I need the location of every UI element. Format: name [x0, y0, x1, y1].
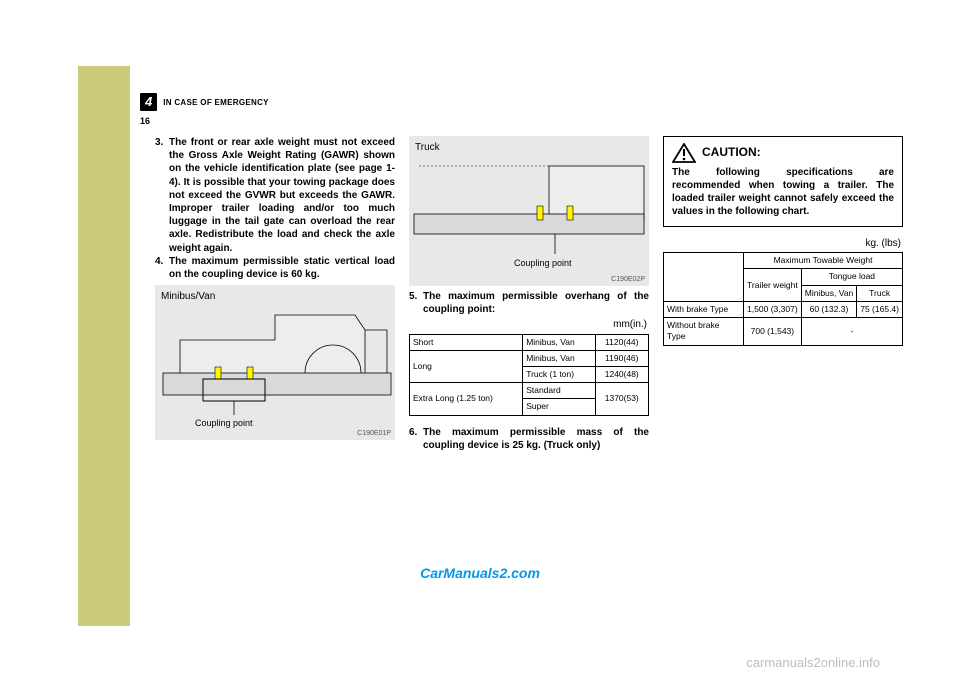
- cell: [664, 253, 744, 302]
- page-content: 4 IN CASE OF EMERGENCY 16 3. The front o…: [130, 66, 920, 626]
- item-text: The maximum permissible static vertical …: [169, 255, 395, 281]
- item-number: 6.: [409, 426, 423, 452]
- table-row: Extra Long (1.25 ton) Standard 1370(53): [410, 383, 649, 399]
- cell: Minibus, Van: [523, 334, 595, 350]
- cell: 75 (165.4): [857, 301, 903, 317]
- towable-weight-table: Maximum Towable Weight Trailer weight To…: [663, 252, 903, 345]
- cell: Long: [410, 350, 523, 382]
- footer-source: carmanuals2online.info: [746, 655, 880, 670]
- figure-title: Minibus/Van: [161, 290, 215, 303]
- cell: 60 (132.3): [801, 301, 857, 317]
- list-item: 5. The maximum permissible overhang of t…: [409, 290, 649, 316]
- coupling-diagram-icon: [155, 285, 395, 440]
- column-3: CAUTION: The following specifications ar…: [663, 136, 903, 452]
- cell: 1370(53): [595, 383, 648, 415]
- figure-title: Truck: [415, 141, 440, 154]
- warning-triangle-icon: [672, 143, 696, 163]
- cell: Without brake Type: [664, 318, 744, 345]
- figure-code: C190E02P: [611, 275, 645, 284]
- cell: Minibus, Van: [801, 285, 857, 301]
- cell: 1190(46): [595, 350, 648, 366]
- page-number: 16: [140, 116, 150, 126]
- columns: 3. The front or rear axle weight must no…: [155, 136, 905, 452]
- cell: Truck: [857, 285, 903, 301]
- cell: 1120(44): [595, 334, 648, 350]
- cell: Extra Long (1.25 ton): [410, 383, 523, 415]
- caution-box: CAUTION: The following specifications ar…: [663, 136, 903, 227]
- chapter-number: 4: [140, 93, 157, 111]
- figure-code: C190E01P: [357, 429, 391, 438]
- cell: Short: [410, 334, 523, 350]
- list-item: 4. The maximum permissible static vertic…: [155, 255, 395, 281]
- cell: Truck (1 ton): [523, 367, 595, 383]
- list-col1: 3. The front or rear axle weight must no…: [155, 136, 395, 281]
- cell: Tongue load: [801, 269, 902, 285]
- list-col2b: 6. The maximum permissible mass of the c…: [409, 426, 649, 452]
- item-text: The front or rear axle weight must not e…: [169, 136, 395, 255]
- column-1: 3. The front or rear axle weight must no…: [155, 136, 395, 452]
- page-frame: 4 IN CASE OF EMERGENCY 16 3. The front o…: [0, 0, 960, 678]
- cell: Minibus, Van: [523, 350, 595, 366]
- table-row: Short Minibus, Van 1120(44): [410, 334, 649, 350]
- figure-minibus-van: Minibus/Van: [155, 285, 395, 440]
- cell: Maximum Towable Weight: [744, 253, 903, 269]
- caution-body: The following specifications are recomme…: [672, 166, 894, 218]
- unit-label: kg. (lbs): [663, 237, 901, 250]
- chapter-title: IN CASE OF EMERGENCY: [163, 98, 269, 107]
- cell: 1,500 (3,307): [744, 301, 802, 317]
- cell: 700 (1,543): [744, 318, 802, 345]
- chapter-header: 4 IN CASE OF EMERGENCY: [140, 92, 269, 112]
- figure-truck: Truck Coupling point C190E02: [409, 136, 649, 286]
- table-row: Long Minibus, Van 1190(46): [410, 350, 649, 366]
- table-row: With brake Type 1,500 (3,307) 60 (132.3)…: [664, 301, 903, 317]
- table-row: Maximum Towable Weight: [664, 253, 903, 269]
- overhang-table: Short Minibus, Van 1120(44) Long Minibus…: [409, 334, 649, 416]
- cell: Trailer weight: [744, 269, 802, 301]
- left-olive-band: [78, 66, 130, 626]
- list-col2a: 5. The maximum permissible overhang of t…: [409, 290, 649, 316]
- caution-heading: CAUTION:: [672, 143, 894, 163]
- list-item: 6. The maximum permissible mass of the c…: [409, 426, 649, 452]
- column-2: Truck Coupling point C190E02: [409, 136, 649, 452]
- figure-caption: Coupling point: [514, 258, 572, 270]
- cell: With brake Type: [664, 301, 744, 317]
- list-item: 3. The front or rear axle weight must no…: [155, 136, 395, 255]
- table-row: Without brake Type 700 (1,543) -: [664, 318, 903, 345]
- item-number: 3.: [155, 136, 169, 255]
- item-number: 4.: [155, 255, 169, 281]
- cell: 1240(48): [595, 367, 648, 383]
- caution-label: CAUTION:: [702, 145, 761, 161]
- item-text: The maximum permissible mass of the coup…: [423, 426, 649, 452]
- figure-caption: Coupling point: [195, 418, 253, 430]
- item-text: The maximum permissible overhang of the …: [423, 290, 649, 316]
- watermark-brand: CarManuals2.com: [420, 565, 540, 581]
- cell: -: [801, 318, 902, 345]
- cell: Standard: [523, 383, 595, 399]
- item-number: 5.: [409, 290, 423, 316]
- cell: Super: [523, 399, 595, 415]
- unit-label: mm(in.): [409, 318, 647, 331]
